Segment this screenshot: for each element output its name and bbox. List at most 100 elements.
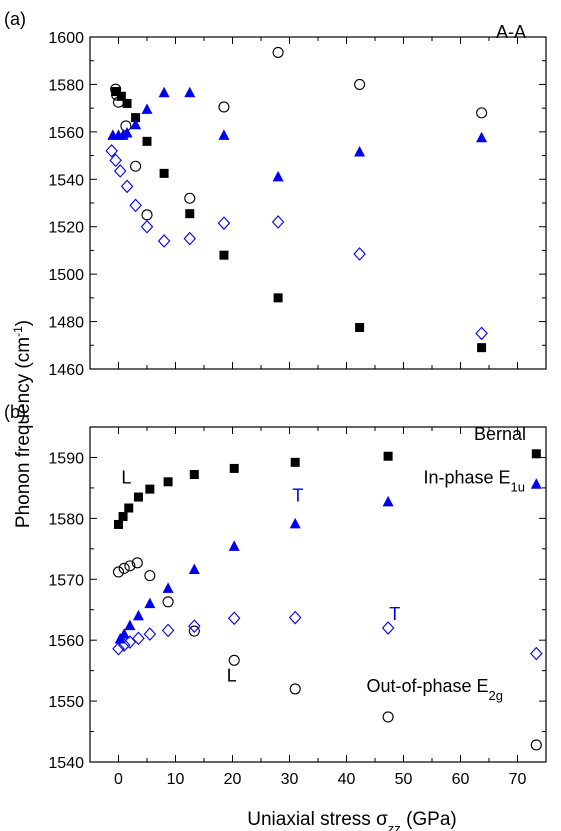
data-point-circle	[289, 683, 301, 695]
y-tick-label: 1560	[48, 633, 84, 650]
x-tick-label: 60	[452, 771, 470, 788]
data-point-circle	[131, 557, 143, 569]
data-point-square	[355, 323, 365, 332]
y-axis-label: Phonon frequency (cm-1)	[11, 320, 34, 528]
data-point-square	[142, 136, 152, 146]
data-point-circle	[112, 566, 125, 578]
y-tick-label: 1600	[48, 30, 84, 47]
data-point-diamond	[132, 631, 145, 646]
data-point-triangle	[184, 86, 196, 98]
data-point-triangle	[188, 563, 200, 575]
data-point-circle	[272, 46, 284, 58]
data-point-diamond	[217, 216, 231, 230]
data-point-circle	[111, 89, 123, 101]
data-point-triangle	[382, 495, 394, 507]
data-point-diamond	[143, 627, 157, 641]
panel-title: Bernal	[474, 424, 526, 444]
data-point-triangle	[158, 86, 170, 98]
data-point-square	[131, 113, 141, 123]
data-point-square	[185, 209, 195, 219]
data-point-diamond	[157, 234, 171, 248]
data-point-square	[219, 250, 229, 260]
data-point-circle	[112, 96, 125, 108]
x-tick-label: 50	[395, 771, 413, 788]
data-point-triangle	[530, 478, 542, 489]
data-point-triangle	[272, 170, 284, 182]
y-axis-label-sup: -1	[11, 326, 25, 337]
data-point-square	[531, 449, 541, 459]
data-point-circle	[218, 101, 230, 113]
plot-frame	[89, 36, 547, 370]
data-point-triangle	[218, 129, 230, 140]
data-point-triangle	[289, 517, 301, 529]
data-point-circle	[144, 570, 156, 582]
data-point-diamond	[381, 621, 395, 635]
data-point-diamond	[117, 638, 131, 652]
data-point-circle	[118, 562, 130, 574]
data-point-circle	[141, 209, 153, 221]
annotation-label: T	[389, 604, 400, 624]
annotation-label: T	[292, 485, 303, 505]
data-point-diamond	[129, 198, 142, 213]
data-point-square	[189, 470, 199, 480]
data-point-triangle	[132, 609, 144, 621]
data-point-circle	[130, 160, 142, 172]
data-point-diamond	[188, 619, 201, 633]
x-axis-label: Uniaxial stress σzz (GPa)	[247, 809, 457, 831]
data-point-diamond	[353, 247, 366, 261]
data-point-circle	[354, 78, 366, 90]
data-point-diamond	[475, 326, 488, 341]
data-point-square	[133, 492, 143, 502]
data-point-circle	[530, 739, 542, 751]
y-tick-label: 1570	[48, 572, 84, 589]
data-point-diamond	[288, 610, 302, 625]
data-point-triangle	[228, 540, 240, 551]
y-tick-label: 1580	[48, 511, 84, 528]
data-point-diamond	[123, 635, 137, 649]
data-point-square	[229, 463, 239, 473]
data-point-diamond	[120, 179, 134, 194]
data-point-circle	[382, 711, 394, 723]
data-point-square	[114, 519, 123, 529]
data-point-square	[111, 87, 121, 97]
data-point-square	[124, 503, 134, 513]
data-point-triangle	[354, 146, 366, 157]
panel-title: A-A	[496, 22, 526, 42]
x-tick-label: 70	[509, 771, 527, 788]
data-point-diamond	[112, 641, 125, 656]
data-point-triangle	[130, 118, 142, 130]
data-point-square	[290, 457, 300, 467]
data-point-triangle	[118, 628, 130, 639]
data-point-triangle	[144, 597, 156, 609]
data-point-triangle	[124, 619, 136, 631]
annotation-label: L	[121, 468, 131, 488]
data-point-diamond	[105, 144, 118, 158]
data-point-square	[122, 98, 132, 108]
annotation-label: Out-of-phase E2g	[366, 676, 503, 703]
data-point-diamond	[140, 219, 154, 234]
data-point-circle	[228, 654, 240, 666]
data-point-diamond	[109, 153, 122, 168]
y-tick-label: 1460	[48, 362, 84, 379]
x-tick-label: 10	[167, 771, 185, 788]
data-point-diamond	[271, 215, 285, 229]
data-point-triangle	[162, 582, 174, 593]
y-tick-label: 1550	[48, 694, 84, 711]
panel-a: 1460 1480 1500 1520 1540 1560 1580 1600 (a) A-A	[4, 9, 547, 379]
data-point-circle	[476, 107, 488, 119]
data-point-diamond	[530, 646, 543, 661]
data-point-square	[145, 484, 155, 494]
data-point-circle	[162, 596, 174, 608]
panel-letter: (a)	[4, 9, 26, 29]
annotation-label: In-phase E1u	[423, 468, 525, 495]
data-point-square	[273, 293, 283, 303]
data-point-circle	[124, 560, 136, 572]
y-tick-label: 1580	[48, 77, 84, 94]
y-tick-label: 1540	[48, 172, 84, 189]
y-tick-label: 1540	[48, 755, 84, 772]
y-tick-label: 1480	[48, 315, 84, 332]
data-point-diamond	[183, 231, 196, 246]
y-tick-label: 1590	[48, 450, 84, 467]
data-point-circle	[110, 83, 122, 95]
data-point-diamond	[161, 623, 175, 638]
